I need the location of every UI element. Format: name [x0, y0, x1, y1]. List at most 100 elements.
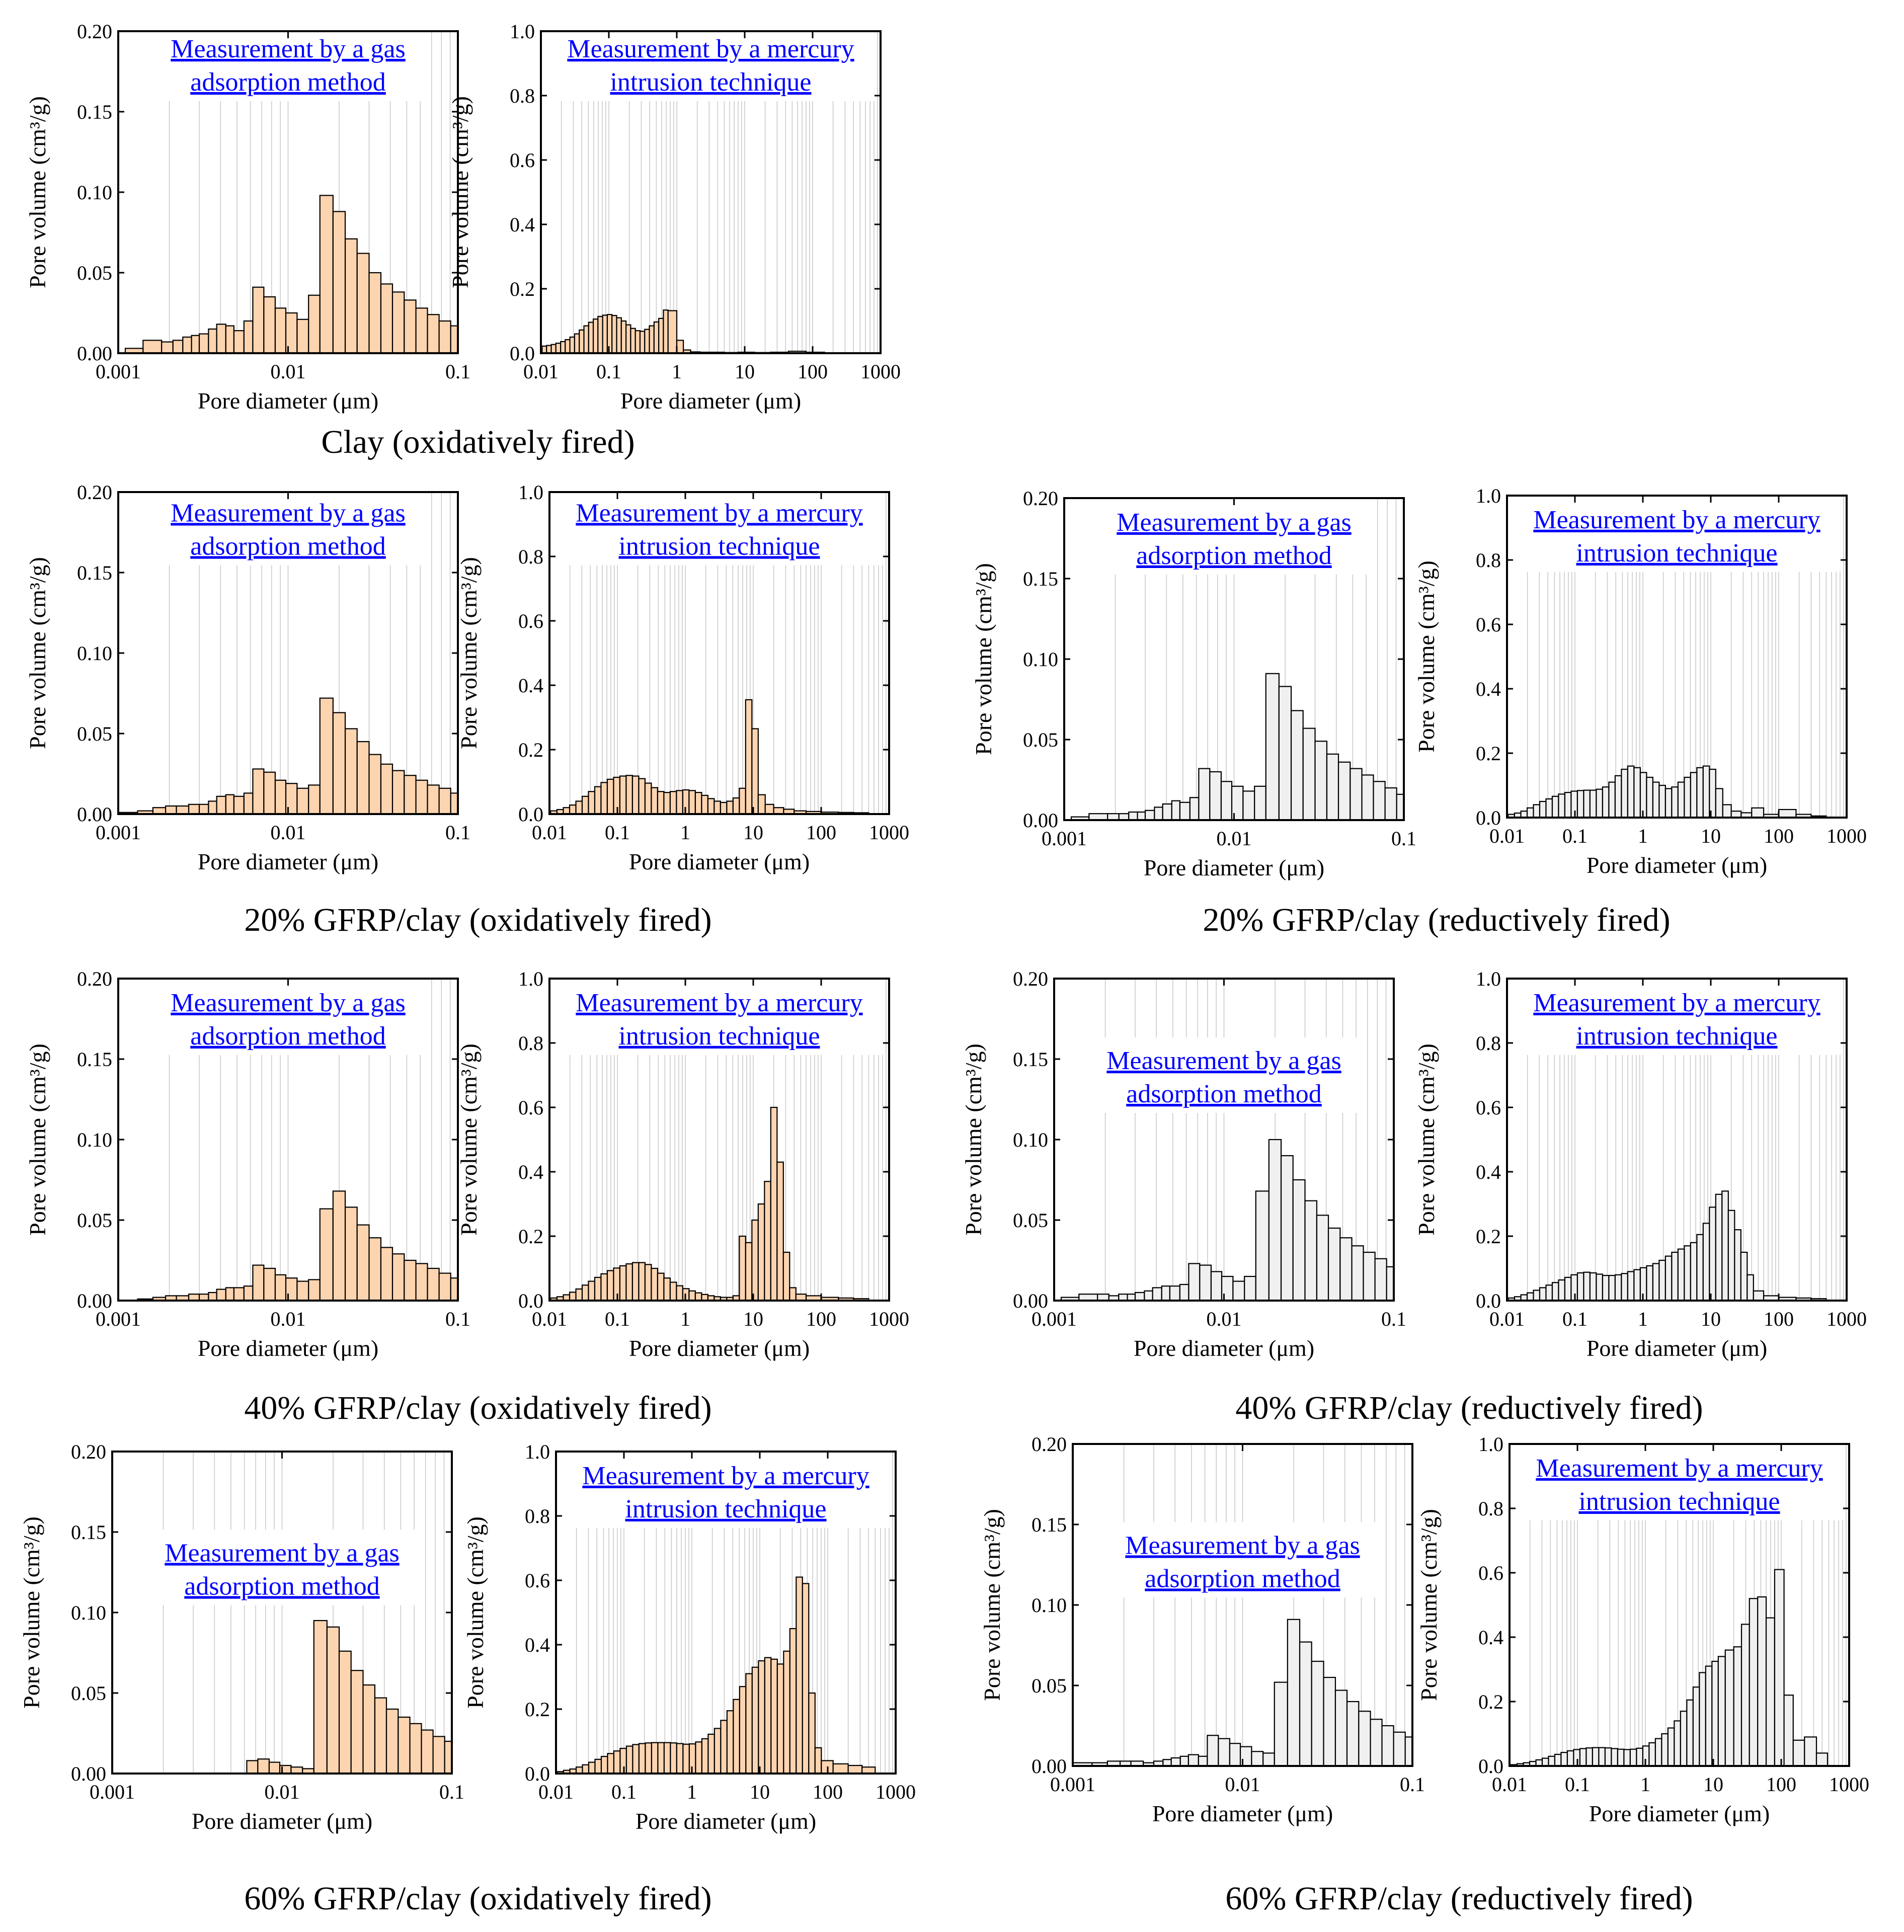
- y-tick-label: 0.10: [77, 181, 112, 204]
- histogram-bar: [1608, 1274, 1616, 1302]
- histogram-bar: [1715, 788, 1723, 819]
- histogram-bar: [634, 330, 641, 354]
- annotation-line: intrusion technique: [618, 1022, 820, 1051]
- y-tick-label: 0.2: [1478, 1691, 1503, 1713]
- histogram-bar: [1699, 1672, 1706, 1767]
- annotation-box: [147, 979, 429, 1055]
- histogram-bar: [592, 318, 599, 354]
- histogram-bar: [625, 1263, 633, 1302]
- histogram-bar: [1711, 1660, 1719, 1767]
- histogram-bar: [653, 321, 660, 354]
- annotation-box: [1516, 1444, 1843, 1520]
- y-tick-label: 0.2: [1476, 742, 1501, 765]
- histogram-bar: [1539, 1287, 1547, 1302]
- histogram-bar: [669, 1281, 677, 1302]
- y-tick-label: 0.00: [1023, 809, 1058, 832]
- annotation-line: Measurement by a gas: [1117, 508, 1351, 537]
- x-axis-label: Pore diameter (μm): [198, 849, 378, 874]
- histogram-bar: [732, 797, 740, 815]
- histogram-bar: [380, 1247, 393, 1302]
- histogram-bar: [1242, 790, 1255, 821]
- histogram-bar: [1144, 1290, 1153, 1302]
- bars: [1060, 1139, 1395, 1302]
- histogram-bar: [751, 728, 759, 815]
- captions-layer: Clay (oxidatively fired) 20% GFRP/clay (…: [244, 424, 1703, 1917]
- histogram-bar: [296, 318, 309, 354]
- histogram-bar: [1152, 1287, 1162, 1302]
- y-tick-label: 0.4: [1478, 1626, 1503, 1649]
- x-tick-label: 0.1: [605, 1308, 630, 1330]
- histogram-bar: [243, 792, 254, 815]
- histogram-bar: [632, 1744, 640, 1775]
- chart-clay_ox_hg: Measurement by a mercury intrusion techni…: [447, 20, 901, 414]
- y-tick-label: 0.4: [1476, 678, 1501, 700]
- histogram-bar: [350, 1670, 364, 1775]
- histogram-bar: [198, 333, 209, 354]
- histogram-bar: [676, 1743, 684, 1775]
- x-tick-label: 10: [735, 360, 755, 383]
- x-tick-label: 0.01: [532, 821, 567, 844]
- annotation-line: Measurement by a mercury: [1536, 1454, 1822, 1483]
- y-tick-label: 0.20: [77, 20, 112, 43]
- histogram-bar: [1144, 810, 1155, 821]
- y-tick-label: 1.0: [1478, 1433, 1503, 1456]
- histogram-bar: [391, 291, 405, 354]
- histogram-bar: [582, 1764, 590, 1775]
- histogram-bar: [450, 1277, 459, 1302]
- x-axis-label: Pore diameter (μm): [1586, 1335, 1767, 1361]
- histogram-bar: [733, 1699, 740, 1775]
- histogram-bar: [216, 795, 226, 815]
- histogram-bar: [1255, 1190, 1270, 1302]
- y-tick-label: 0.2: [1476, 1225, 1501, 1248]
- histogram-bar: [274, 779, 287, 815]
- histogram-bar: [1646, 776, 1653, 819]
- histogram-bar: [1350, 768, 1363, 821]
- chart-g40_red_hg: Measurement by a mercury intrusion techni…: [1413, 968, 1867, 1361]
- annotation-line: Measurement by a mercury: [576, 499, 862, 527]
- y-axis-label: Pore volume (cm³/g): [25, 557, 50, 749]
- histogram-bar: [619, 1265, 627, 1302]
- histogram-bar: [1614, 775, 1622, 819]
- histogram-bar: [600, 782, 608, 815]
- histogram-bar: [569, 336, 575, 354]
- histogram-bar: [1545, 1284, 1553, 1302]
- histogram-bar: [165, 805, 177, 815]
- histogram-bar: [1583, 1271, 1591, 1302]
- histogram-bar: [1229, 1743, 1241, 1767]
- annotation-line: Measurement by a gas: [171, 499, 405, 527]
- histogram-bar: [1765, 1617, 1776, 1767]
- histogram-bar: [588, 791, 596, 815]
- x-tick-label: 1000: [860, 360, 901, 383]
- histogram-bar: [233, 330, 245, 354]
- histogram-bar: [1633, 1269, 1641, 1302]
- histogram-bar: [1363, 1251, 1376, 1302]
- y-tick-label: 0.05: [1032, 1674, 1067, 1697]
- histogram-bar: [1170, 1757, 1181, 1767]
- y-tick-label: 0.6: [1478, 1562, 1503, 1584]
- histogram-bar: [720, 1720, 728, 1775]
- histogram-bar: [644, 329, 650, 354]
- histogram-bar: [594, 1758, 602, 1775]
- y-axis-label: Pore volume (cm³/g): [456, 1043, 482, 1236]
- x-axis-label: Pore diameter (μm): [198, 388, 378, 414]
- histogram-bar: [1696, 1234, 1704, 1302]
- histogram-bar: [1564, 1276, 1572, 1302]
- histogram-bar: [1792, 1739, 1805, 1767]
- histogram-bar: [758, 1660, 765, 1775]
- histogram-bar: [745, 699, 753, 815]
- histogram-bar: [789, 1287, 797, 1302]
- x-tick-label: 0.01: [538, 1781, 574, 1803]
- histogram-bar: [1757, 1596, 1767, 1767]
- histogram-bar: [450, 325, 459, 354]
- x-tick-label: 0.001: [1050, 1773, 1095, 1796]
- histogram-bar: [1162, 803, 1172, 821]
- y-tick-label: 0.8: [1476, 549, 1501, 572]
- histogram-bar: [757, 1203, 765, 1302]
- y-tick-label: 0.2: [518, 739, 543, 761]
- histogram-bar: [739, 1235, 746, 1302]
- x-tick-label: 0.001: [90, 1781, 135, 1803]
- histogram-bar: [1680, 1711, 1688, 1767]
- histogram-bar: [676, 1285, 683, 1302]
- annotation-box: [1513, 979, 1841, 1055]
